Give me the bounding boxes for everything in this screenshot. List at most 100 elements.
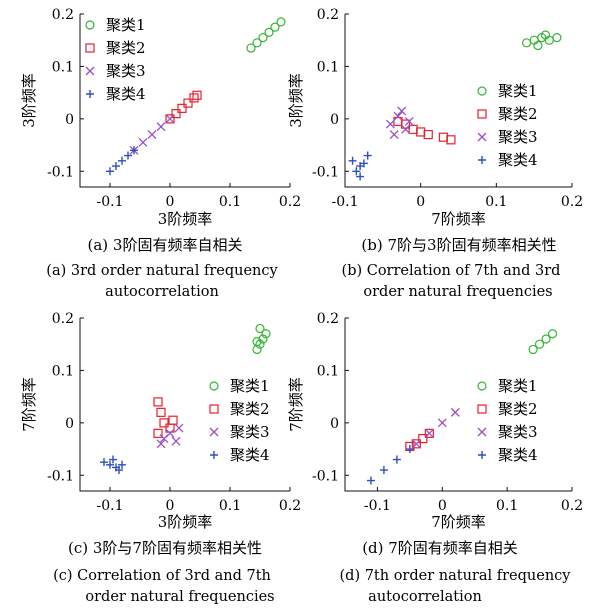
x-axis-label: 7阶频率 — [431, 513, 486, 531]
data-point — [165, 428, 175, 438]
data-point — [255, 323, 265, 334]
data-point — [153, 428, 163, 438]
legend-label: 聚类3 — [498, 423, 538, 441]
data-point — [408, 124, 418, 134]
data-point — [437, 418, 447, 428]
x-tick-label: 0 — [166, 498, 175, 514]
panel-b: -0.1 0 0.1 0.2 -0.1 0 0.1 0.2 7阶频率 3阶频率 聚类1 聚类2 聚类3 聚… — [287, 7, 583, 300]
legend-label: 聚类1 — [498, 82, 538, 100]
data-point — [153, 397, 163, 407]
y-tick-label: 0 — [65, 112, 74, 128]
data-point — [156, 407, 166, 417]
caption-c-en-2: order natural frequencies — [85, 589, 274, 605]
y-tick-label: 0.2 — [52, 7, 74, 23]
y-tick-label: -0.1 — [47, 164, 74, 180]
legend-marker — [85, 20, 95, 30]
data-point — [450, 407, 460, 417]
data-point — [258, 334, 268, 344]
y-axis-label: 7阶频率 — [20, 377, 38, 432]
caption-a-cn: (a) 3阶固有频率自相关 — [88, 236, 243, 254]
data-point — [393, 116, 403, 127]
legend-marker — [86, 90, 94, 98]
legend-marker — [477, 86, 487, 96]
x-tick-label: 0.1 — [219, 194, 241, 210]
data-point — [418, 433, 428, 444]
legend-label: 聚类1 — [230, 377, 270, 395]
x-axis-label: 3阶频率 — [158, 210, 213, 228]
data-point — [397, 106, 407, 116]
legend-label: 聚类4 — [498, 151, 538, 169]
data-point — [352, 167, 361, 176]
data-point — [159, 418, 169, 428]
data-point — [540, 30, 551, 40]
caption-b-en-1: (b) Correlation of 7th and 3rd — [342, 263, 561, 279]
legend-marker — [209, 427, 219, 437]
data-point — [156, 122, 166, 132]
legend-label: 聚类3 — [106, 62, 146, 80]
legend-label: 聚类1 — [498, 377, 538, 395]
data-point — [356, 172, 365, 181]
data-point — [109, 455, 117, 464]
caption-b-cn: (b) 7阶与3阶固有频率相关性 — [361, 236, 556, 254]
data-point — [255, 339, 265, 349]
data-point — [528, 344, 538, 355]
data-point — [270, 22, 280, 32]
x-tick-label: 0 — [438, 498, 447, 514]
data-point — [171, 436, 181, 446]
data-point — [276, 17, 286, 27]
data-point — [363, 151, 372, 160]
data-point — [261, 329, 271, 339]
x-tick-label: -0.1 — [97, 194, 124, 210]
x-tick-label: -0.1 — [332, 194, 359, 210]
legend-marker — [85, 43, 95, 53]
legend-label: 聚类3 — [230, 423, 270, 441]
y-tick-label: -0.1 — [312, 468, 339, 484]
data-point — [401, 124, 410, 134]
data-point — [393, 111, 403, 121]
plot-b: -0.1 0 0.1 0.2 -0.1 0 0.1 0.2 7阶频率 3阶频率 聚类1 聚类2 聚类3 聚… — [287, 7, 583, 228]
x-axis-label: 7阶频率 — [431, 210, 486, 228]
plot-c: -0.1 0 0.1 0.2 -0.1 0 0.1 0.2 3阶频率 7阶频率 聚类1 聚类2 聚类3 聚… — [20, 311, 301, 531]
legend-marker — [478, 156, 486, 164]
panel-d: -0.1 0 0.1 0.2 -0.1 0 0.1 0.2 7阶频率 7阶频率 聚类1 聚类2 聚类3 聚… — [287, 311, 583, 605]
legend-marker — [209, 404, 219, 414]
data-point — [547, 329, 558, 339]
data-point — [189, 93, 199, 103]
legend-label: 聚类1 — [106, 16, 146, 34]
data-point — [385, 119, 395, 129]
legend-label: 聚类2 — [498, 400, 538, 418]
data-point — [533, 40, 543, 51]
data-point — [252, 38, 262, 48]
data-point — [423, 129, 433, 140]
data-point — [147, 130, 157, 140]
data-point — [416, 127, 426, 137]
legend-label: 聚类4 — [498, 446, 538, 464]
x-tick-label: 0.2 — [279, 498, 301, 514]
data-point — [411, 439, 421, 449]
data-point — [252, 336, 262, 347]
y-tick-label: 0.2 — [317, 311, 339, 327]
caption-c-en-1: (c) Correlation of 3rd and 7th — [53, 568, 271, 584]
legend-marker — [210, 451, 218, 459]
plot-a: -0.1 0 0.1 0.2 -0.1 0 0.1 0.2 3阶频率 3阶频率 聚类1 聚类2 聚类3 聚… — [20, 7, 301, 228]
y-tick-label: 0.1 — [52, 59, 74, 75]
y-axis-label: 7阶频率 — [287, 377, 305, 432]
legend-marker — [477, 109, 487, 119]
caption-d-en-1: (d) 7th order natural frequency — [340, 568, 572, 584]
data-point — [168, 415, 178, 425]
data-point — [192, 90, 202, 100]
y-tick-label: 0.1 — [317, 363, 339, 379]
legend-label: 聚类2 — [498, 105, 538, 123]
legend-marker — [209, 381, 219, 391]
data-point — [348, 156, 357, 165]
y-axis-label: 3阶频率 — [287, 73, 305, 128]
data-point — [118, 156, 126, 165]
data-point — [246, 43, 256, 53]
y-tick-label: 0.1 — [52, 363, 74, 379]
x-tick-label: 0 — [166, 194, 175, 210]
data-point — [124, 151, 132, 160]
y-tick-label: 0.1 — [317, 59, 339, 75]
y-tick-label: -0.1 — [47, 468, 74, 484]
y-axis-label: 3阶频率 — [20, 73, 38, 128]
